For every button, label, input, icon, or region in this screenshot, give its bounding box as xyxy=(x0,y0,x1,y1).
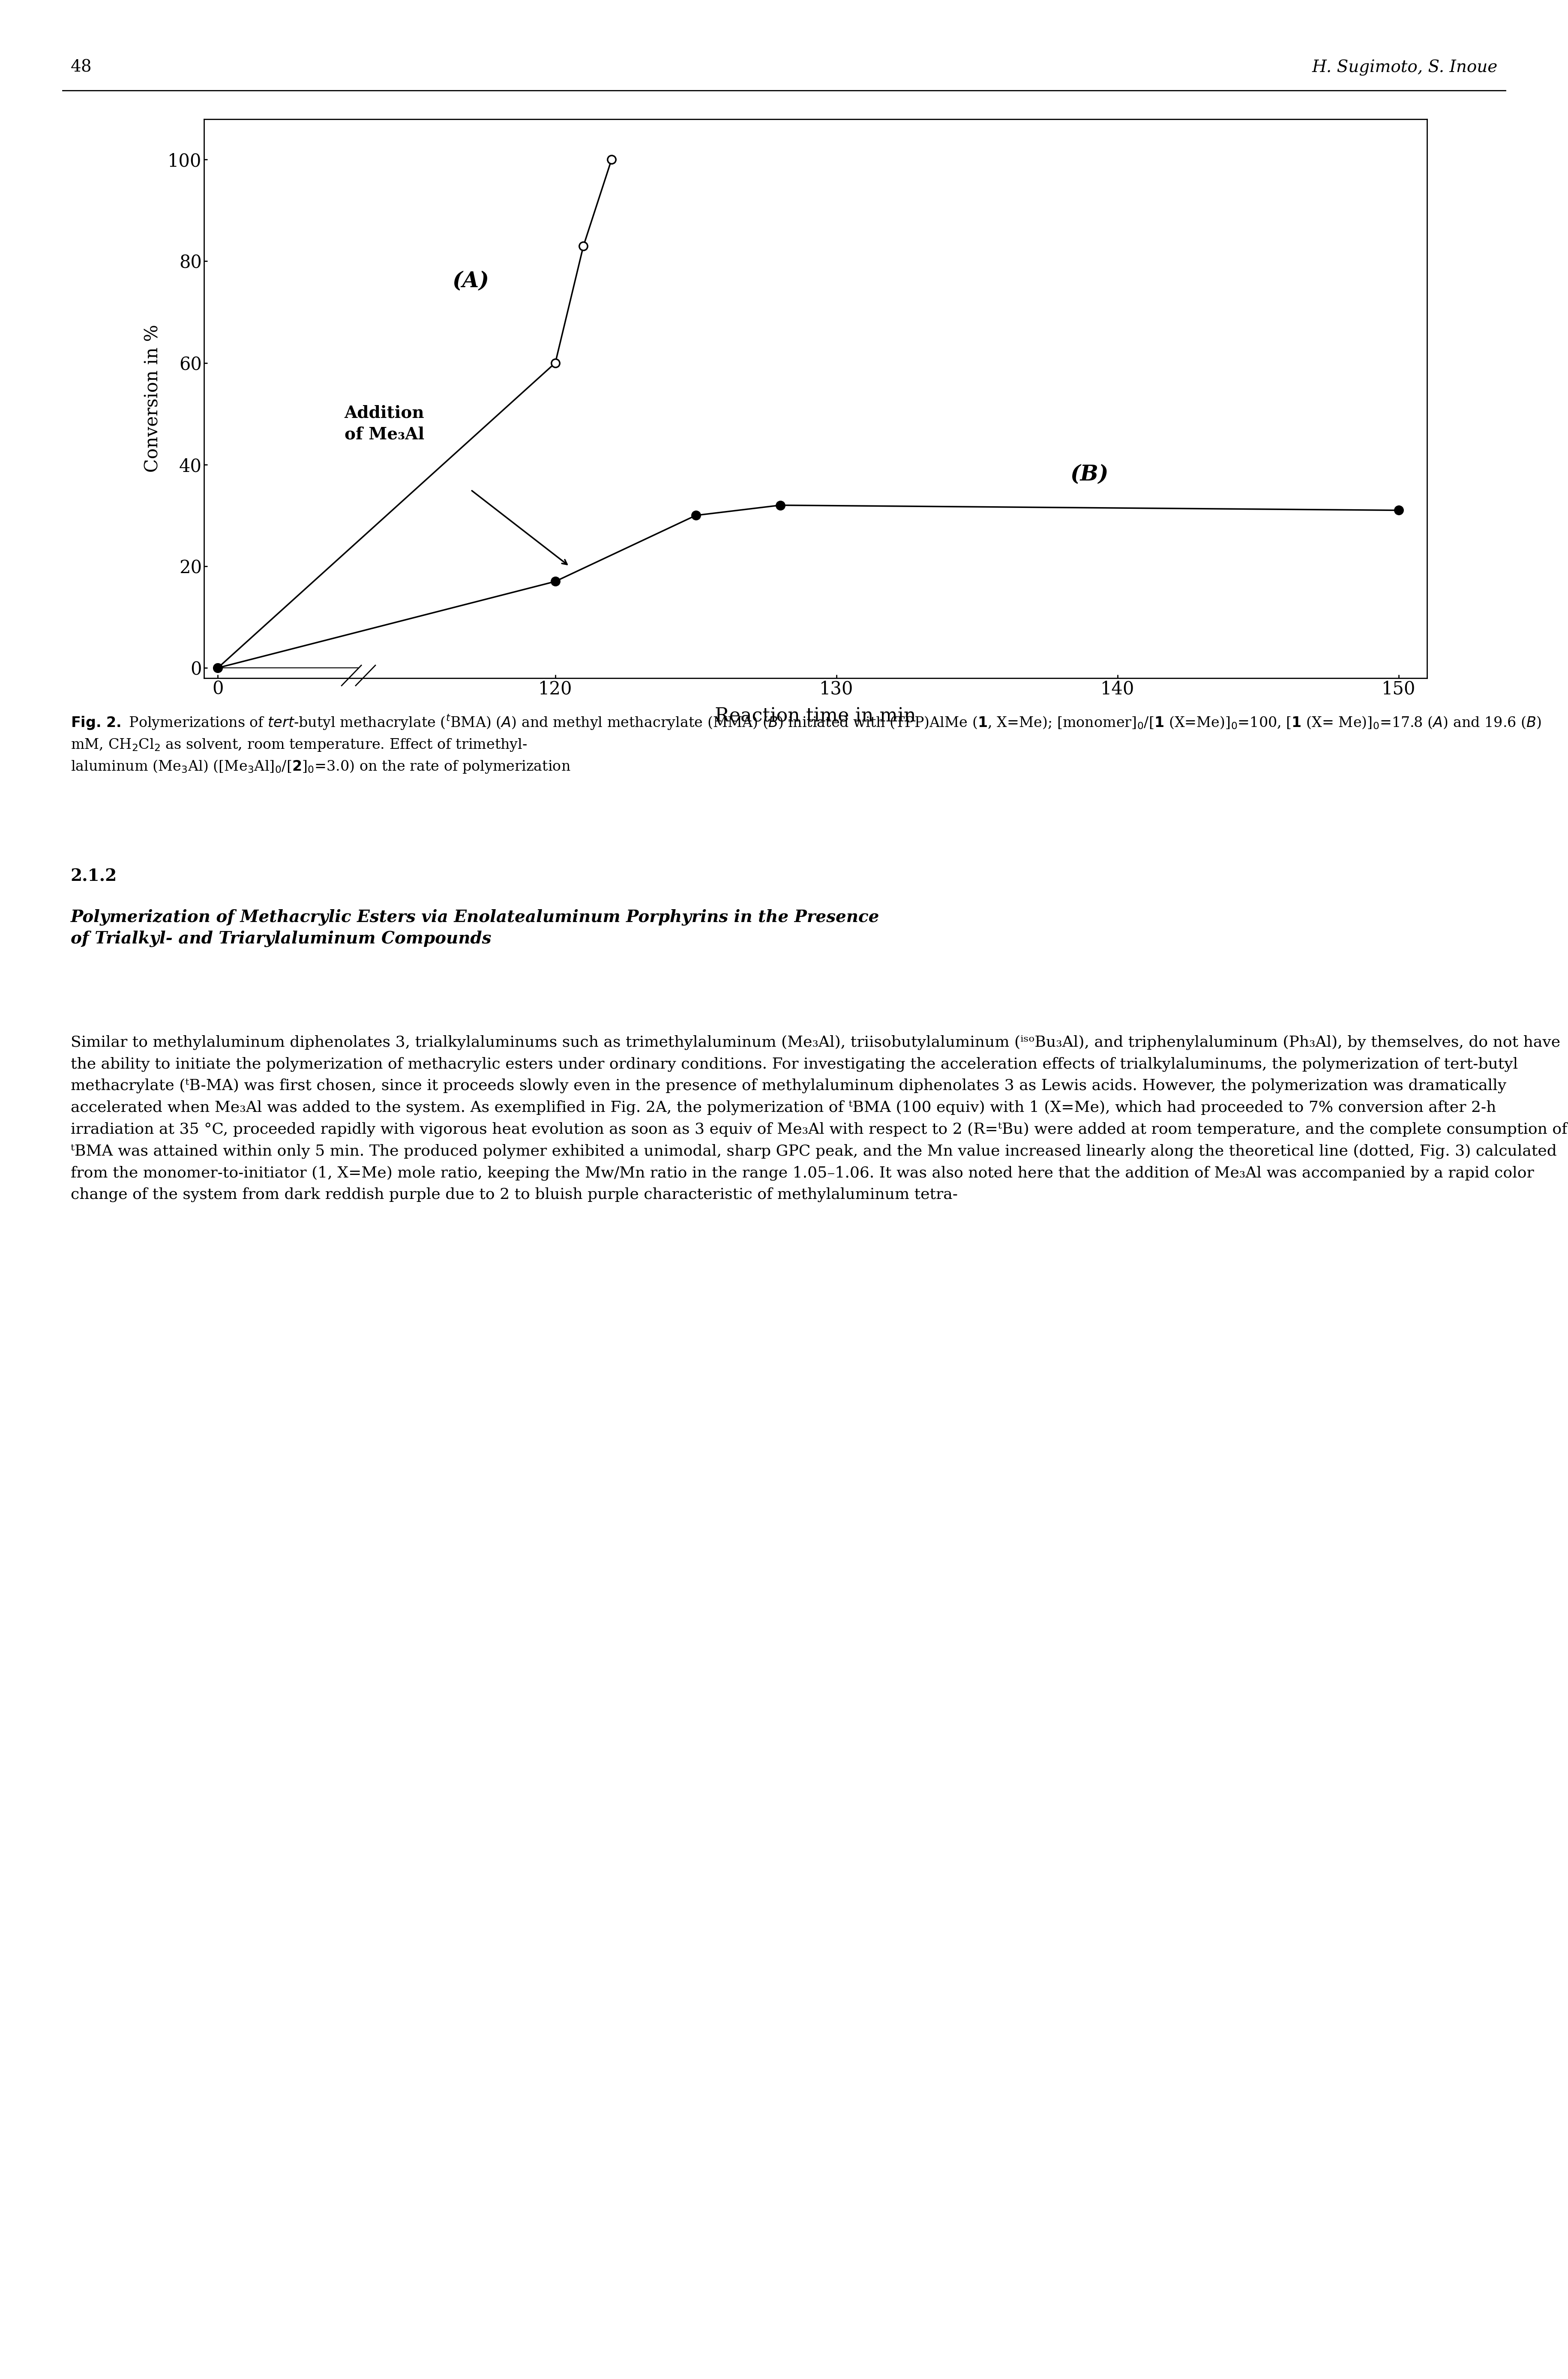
Text: $\bf{Fig.\,2.}$ Polymerizations of $\it{tert}$-butyl methacrylate ($^t$BMA) ($\i: $\bf{Fig.\,2.}$ Polymerizations of $\it{… xyxy=(71,714,1541,776)
X-axis label: Reaction time in min: Reaction time in min xyxy=(715,707,916,726)
Text: (B): (B) xyxy=(1071,464,1109,485)
Y-axis label: Conversion in %: Conversion in % xyxy=(144,324,162,473)
Text: Addition
of Me₃Al: Addition of Me₃Al xyxy=(345,404,425,442)
Text: 2.1.2: 2.1.2 xyxy=(71,868,118,885)
Text: H. Sugimoto, S. Inoue: H. Sugimoto, S. Inoue xyxy=(1312,59,1497,76)
Text: Similar to methylaluminum diphenolates 3, trialkylaluminums such as trimethylalu: Similar to methylaluminum diphenolates 3… xyxy=(71,1035,1566,1201)
Text: 48: 48 xyxy=(71,59,93,76)
Text: (A): (A) xyxy=(453,271,489,293)
Text: Polymerization of Methacrylic Esters via Enolatealuminum Porphyrins in the Prese: Polymerization of Methacrylic Esters via… xyxy=(71,909,880,947)
